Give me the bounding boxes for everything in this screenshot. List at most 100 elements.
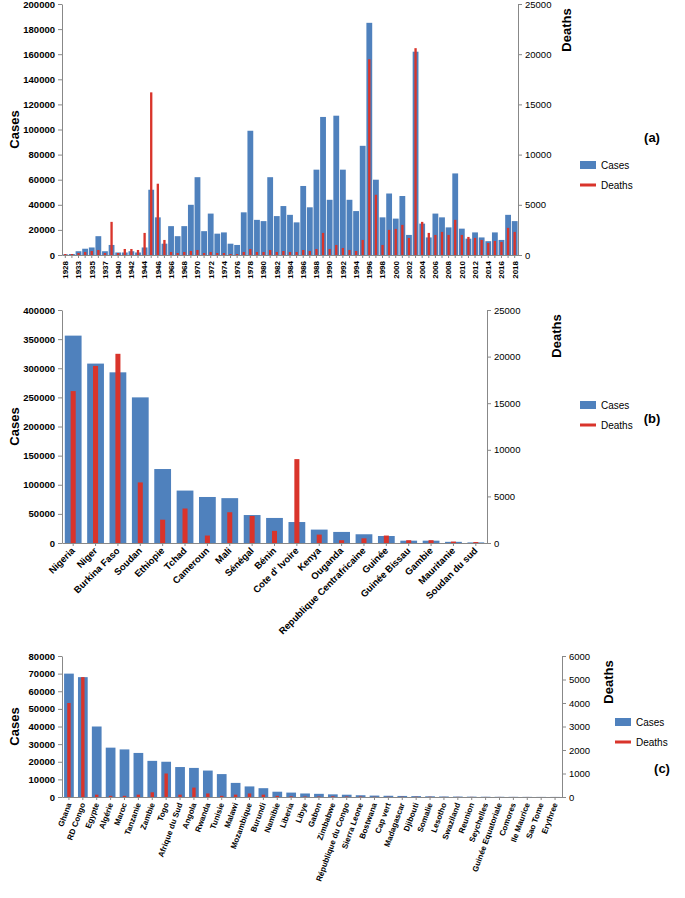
y-tick: 80000: [29, 651, 62, 662]
case-bar: [353, 211, 359, 255]
x-tick-mark: [111, 255, 112, 258]
panel: 1928193319351937194019421944194619661968…: [7, 0, 660, 279]
death-bar: [539, 796, 542, 797]
death-bar: [170, 252, 172, 255]
death-bar: [183, 252, 185, 255]
x-tick-label: RD Congo: [66, 801, 88, 841]
case-bar: [274, 216, 280, 255]
x-tick-mark: [336, 255, 337, 258]
case-bar: [266, 518, 283, 543]
y-axis: 0100002000030000400005000060000700008000…: [29, 651, 63, 803]
x-tick: [85, 255, 86, 258]
death-bar: [387, 796, 390, 797]
x-tick-label: Namibie: [263, 801, 282, 834]
x-tick: Erythree: [540, 797, 560, 835]
x-tick-label: 2018: [510, 260, 519, 278]
death-bar: [130, 249, 132, 255]
death-bar: [164, 774, 167, 798]
death-bar: [512, 796, 515, 797]
death-bar: [317, 796, 320, 797]
legend-key: [580, 161, 596, 169]
death-bar: [309, 251, 311, 255]
x-tick: [256, 255, 257, 258]
x-tick-mark: [422, 255, 423, 258]
y2-tick-label: 1000: [569, 768, 590, 779]
x-tick: [270, 255, 271, 258]
y-tick-mark: [58, 709, 62, 710]
x-tick-mark: [305, 797, 306, 800]
y-tick-label: 0: [50, 250, 55, 261]
case-bar: [370, 796, 380, 797]
case-bar: [132, 397, 149, 543]
death-bar: [342, 248, 344, 255]
case-bar: [356, 795, 366, 797]
case-bar: [106, 748, 116, 797]
y-tick-label: 80000: [29, 149, 55, 160]
y-tick: 80000: [29, 149, 62, 160]
x-tick-label: Republique Centrafricaine: [276, 545, 367, 636]
case-bar: [378, 536, 395, 543]
x-tick: Sénégal: [222, 543, 256, 579]
case-bar: [445, 542, 462, 543]
x-tick: 1970: [193, 255, 202, 279]
x-axis: 1928193319351937194019421944194619661968…: [61, 255, 519, 279]
series-1: [67, 677, 557, 797]
death-bar: [526, 796, 529, 797]
y2-tick-label: 10000: [494, 444, 520, 455]
y-tick-mark: [58, 29, 62, 30]
death-bar: [289, 796, 292, 797]
case-bar: [425, 796, 435, 797]
death-bar: [176, 253, 178, 255]
x-tick-mark: [217, 255, 218, 258]
x-tick-label: 1996: [365, 260, 374, 278]
case-bar: [87, 364, 104, 543]
y-tick: 200000: [23, 421, 62, 432]
legend-label: Cases: [601, 400, 629, 411]
death-bar: [514, 232, 516, 255]
y-tick-label: 60000: [29, 174, 55, 185]
death-bar: [345, 796, 348, 797]
x-tick-mark: [442, 255, 443, 258]
x-tick: 2010: [458, 255, 467, 279]
y-axis-title: Cases: [7, 407, 22, 445]
x-tick-mark: [110, 797, 111, 800]
x-tick-label: 1933: [74, 260, 83, 278]
x-tick-mark: [475, 255, 476, 258]
death-bar: [339, 540, 344, 543]
death-bar: [317, 535, 322, 543]
death-bar: [401, 225, 403, 255]
y2-tick: 25000: [518, 0, 551, 10]
legend: CasesDeaths: [580, 160, 633, 191]
case-bar: [245, 786, 255, 797]
y-tick-label: 0: [50, 538, 55, 549]
y-tick-mark: [58, 779, 62, 780]
x-tick-mark: [117, 543, 118, 546]
death-bar: [295, 252, 297, 255]
death-bar: [150, 92, 152, 255]
case-bar: [509, 796, 519, 797]
x-tick-mark: [369, 255, 370, 258]
death-bar: [406, 540, 411, 543]
y-tick-mark: [58, 130, 62, 131]
x-tick: 2016: [497, 255, 506, 279]
y-tick-label: 120000: [23, 99, 55, 110]
x-tick-label: Sénégal: [222, 545, 256, 579]
x-tick-mark: [485, 797, 486, 800]
x-tick-label: 2000: [392, 260, 401, 278]
x-tick: Republique Centrafricaine: [276, 543, 367, 636]
death-bar: [227, 512, 232, 543]
x-tick-mark: [197, 255, 198, 258]
y2-tick: 1000: [562, 768, 590, 779]
y2-tick-mark: [518, 4, 522, 5]
y-tick-mark: [58, 368, 62, 369]
death-bar: [151, 792, 154, 797]
x-tick-mark: [270, 255, 271, 258]
death-bar: [487, 243, 489, 255]
x-tick-mark: [124, 797, 125, 800]
x-tick-mark: [443, 797, 444, 800]
x-tick: [442, 255, 443, 258]
x-tick-mark: [356, 255, 357, 258]
x-tick-mark: [177, 255, 178, 258]
legend-key: [580, 184, 596, 187]
case-bar: [64, 674, 74, 797]
